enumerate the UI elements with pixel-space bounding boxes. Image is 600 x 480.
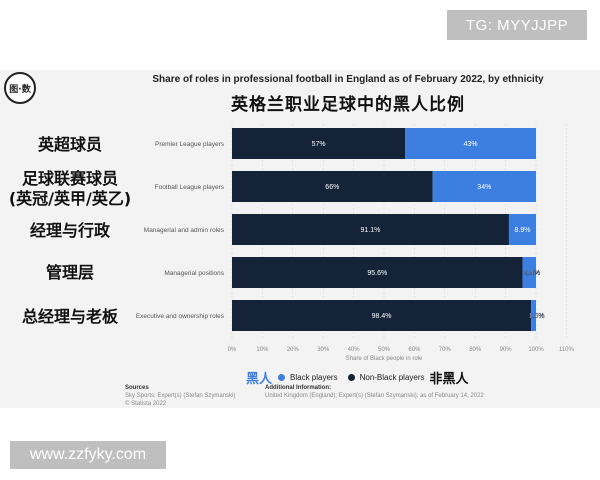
x-tick-label: 100% xyxy=(528,347,544,353)
cn-label-football-league-sub: (英冠/英甲/英乙) xyxy=(8,189,132,208)
bar-non-black xyxy=(232,257,523,288)
x-tick-label: 80% xyxy=(469,347,482,353)
bar-black xyxy=(405,128,536,159)
cn-label-executive: 总经理与老板 xyxy=(21,307,118,326)
x-tick-label: 60% xyxy=(408,347,421,353)
data-label-black: 34% xyxy=(477,184,491,191)
category-label: Managerial positions xyxy=(164,270,224,277)
bar-black xyxy=(432,171,536,202)
additional-info: Additional Information: United Kingdom (… xyxy=(265,384,484,400)
bar-non-black xyxy=(232,214,509,245)
cn-label-football-league: 足球联赛球员 xyxy=(21,169,118,188)
x-tick-label: 110% xyxy=(559,347,575,353)
cn-label-premier-league: 英超球员 xyxy=(37,135,102,154)
x-tick-label: 70% xyxy=(439,347,452,353)
legend-cn-black: 黑人 xyxy=(246,372,273,387)
bar-black xyxy=(508,214,536,245)
legend-cn-non-black: 非黑人 xyxy=(429,372,469,387)
x-tick-label: 10% xyxy=(256,347,269,353)
sources-heading: Sources xyxy=(125,385,149,391)
legend-non-black-swatch xyxy=(347,374,355,381)
data-label-black: 1.6% xyxy=(529,313,545,320)
legend-non-black-label: Non-Black players xyxy=(359,373,425,382)
x-tick-label: 50% xyxy=(378,347,391,353)
data-label-non-black: 98.4% xyxy=(372,313,392,320)
x-tick-label: 0% xyxy=(228,347,237,353)
cn-label-managerial-admin: 经理与行政 xyxy=(29,221,110,240)
data-label-black: 4.4% xyxy=(524,270,540,277)
x-tick-label: 20% xyxy=(287,347,300,353)
bar-non-black xyxy=(232,171,433,202)
legend-black-label: Black players xyxy=(290,373,338,382)
data-label-black: 43% xyxy=(464,141,478,148)
chinese-title: 英格兰职业足球中的黑人比例 xyxy=(231,95,465,115)
legend: 黑人 Black players Non-Black players 非黑人 xyxy=(246,368,469,387)
watermark-bottom: www.zzfyky.com xyxy=(10,441,166,469)
additional-info-text: United Kingdom (England); Expert(s) (Ste… xyxy=(265,393,484,399)
watermark-top: TG: MYYJJPP xyxy=(447,10,587,40)
x-tick-label: 40% xyxy=(348,347,361,353)
data-label-non-black: 95.6% xyxy=(367,270,387,277)
bar-non-black xyxy=(232,128,406,159)
bar-non-black xyxy=(232,300,532,331)
statista-logo: 图·数 xyxy=(4,72,36,104)
bar-black xyxy=(522,257,536,288)
data-label-non-black: 91.1% xyxy=(361,227,381,234)
data-label-non-black: 66% xyxy=(325,184,339,191)
x-tick-label: 90% xyxy=(500,347,513,353)
data-label-non-black: 57% xyxy=(312,141,326,148)
x-tick-label: 30% xyxy=(317,347,330,353)
sources-line1: Sky Sports; Expert(s) (Stefan Szymanski) xyxy=(125,393,236,399)
cn-label-managerial-positions: 管理层 xyxy=(45,263,94,282)
chart-title: Share of roles in professional football … xyxy=(152,74,544,85)
category-label: Football League players xyxy=(155,184,225,191)
category-label: Executive and ownership roles xyxy=(136,313,225,320)
x-axis-label: Share of Black people in role xyxy=(346,356,423,362)
sources-line2: © Statista 2022 xyxy=(125,401,167,407)
category-label: Managerial and admin roles xyxy=(144,227,225,234)
bar-black xyxy=(531,300,536,331)
legend-black-swatch xyxy=(278,374,286,381)
category-label: Premier League players xyxy=(155,141,225,148)
additional-info-heading: Additional Information: xyxy=(265,385,331,391)
data-label-black: 8.9% xyxy=(514,227,530,234)
sources: Sources Sky Sports; Expert(s) (Stefan Sz… xyxy=(125,384,235,408)
